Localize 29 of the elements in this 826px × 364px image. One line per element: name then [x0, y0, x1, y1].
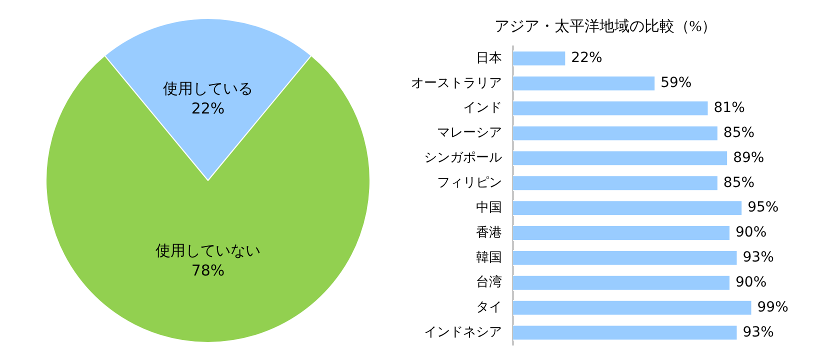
y-tick-label: マレーシア	[437, 126, 502, 141]
data-label: 90%	[736, 224, 767, 241]
data-label: 22%	[571, 50, 602, 66]
data-label: 93%	[742, 324, 774, 340]
y-tick-label: シンガポール	[424, 150, 502, 166]
data-label: 93%	[742, 250, 774, 266]
y-tick-label: 香港	[476, 225, 502, 240]
y-tick-label: フィリピン	[437, 176, 502, 191]
y-tick-label: 中国	[476, 200, 502, 216]
slice-label: 使用していない	[156, 241, 260, 260]
slice-label: 使用している	[163, 79, 253, 98]
data-label: 90%	[736, 274, 767, 291]
data-label: 78%	[191, 261, 225, 280]
data-label: 99%	[757, 299, 788, 316]
y-tick-label: 台湾	[476, 274, 502, 290]
data-label: 59%	[660, 75, 692, 92]
data-label: 85%	[723, 124, 755, 141]
data-label: 89%	[733, 150, 764, 166]
y-tick-label: タイ	[476, 300, 502, 316]
y-tick-label: オーストラリア	[411, 76, 502, 91]
y-tick-label: 韓国	[476, 250, 502, 266]
y-tick-label: インドネシア	[424, 325, 502, 340]
data-label: 95%	[748, 200, 779, 216]
data-label: 22%	[191, 99, 225, 118]
y-tick-label: インド	[463, 100, 502, 116]
data-label: 85%	[723, 174, 755, 191]
data-label: 81%	[714, 100, 745, 116]
chart-title: アジア・太平洋地域の比較（%）	[494, 18, 717, 35]
y-tick-label: 日本	[476, 50, 502, 66]
